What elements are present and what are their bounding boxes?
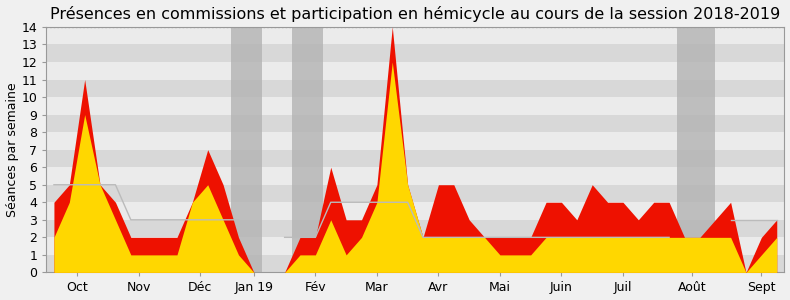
Bar: [231, 27, 261, 272]
Bar: [47, 44, 784, 62]
Bar: [292, 27, 323, 272]
Bar: [47, 237, 784, 255]
Bar: [47, 62, 784, 80]
Bar: [47, 27, 784, 44]
Bar: [47, 220, 784, 237]
Bar: [47, 202, 784, 220]
Bar: [677, 27, 715, 272]
Bar: [47, 97, 784, 115]
Bar: [47, 167, 784, 185]
Bar: [47, 150, 784, 167]
Bar: [47, 115, 784, 132]
Bar: [47, 80, 784, 97]
Bar: [47, 132, 784, 150]
Title: Présences en commissions et participation en hémicycle au cours de la session 20: Présences en commissions et participatio…: [51, 6, 781, 22]
Bar: [47, 185, 784, 202]
Y-axis label: Séances par semaine: Séances par semaine: [6, 82, 18, 217]
Bar: [47, 255, 784, 272]
